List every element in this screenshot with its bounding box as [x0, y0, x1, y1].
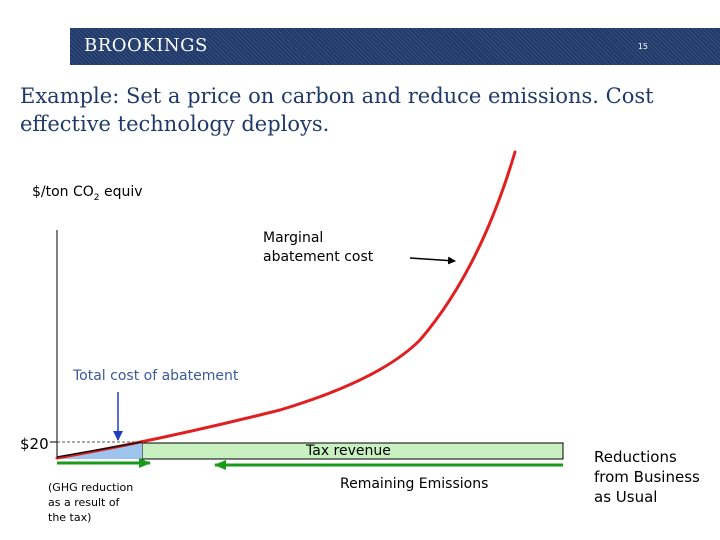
price-label: $20 [20, 435, 49, 453]
tax-revenue-label: Tax revenue [306, 443, 391, 459]
curve-label-line-2: abatement cost [263, 249, 374, 265]
header-bar: BROOKINGS 15 [70, 28, 720, 65]
ghg-note-line-2: as a result of [48, 496, 120, 509]
ghg-note-line-1: (GHG reduction [48, 481, 134, 494]
curve-label-line-1: Marginal [263, 230, 324, 246]
curve-label-arrow [409, 256, 456, 265]
slide-number: 15 [637, 42, 648, 51]
y-axis-label: $/ton CO2 equiv [32, 184, 143, 203]
bau-reductions-label: Reductions from Business as Usual [594, 447, 700, 507]
ghg-reduction-note: (GHG reduction as a result of the tax) [48, 480, 133, 525]
curve-label: Marginal abatement cost [263, 229, 373, 267]
y-axis-label-prefix: $/ton CO [32, 184, 94, 200]
bau-line-2: from Business [594, 468, 700, 486]
brand-logo-text: BROOKINGS [84, 35, 208, 56]
bau-line-1: Reductions [594, 448, 677, 466]
y-axis-label-suffix: equiv [99, 184, 143, 200]
marginal-abatement-cost-curve [55, 150, 517, 460]
bau-line-3: as Usual [594, 488, 658, 506]
remaining-emissions-label: Remaining Emissions [340, 476, 489, 492]
ghg-note-line-3: the tax) [48, 511, 92, 524]
y-axis-label-subscript: 2 [93, 192, 100, 203]
total-cost-label: Total cost of abatement [73, 368, 239, 384]
slide-title: Example: Set a price on carbon and reduc… [20, 84, 654, 136]
tax-line [56, 441, 143, 458]
